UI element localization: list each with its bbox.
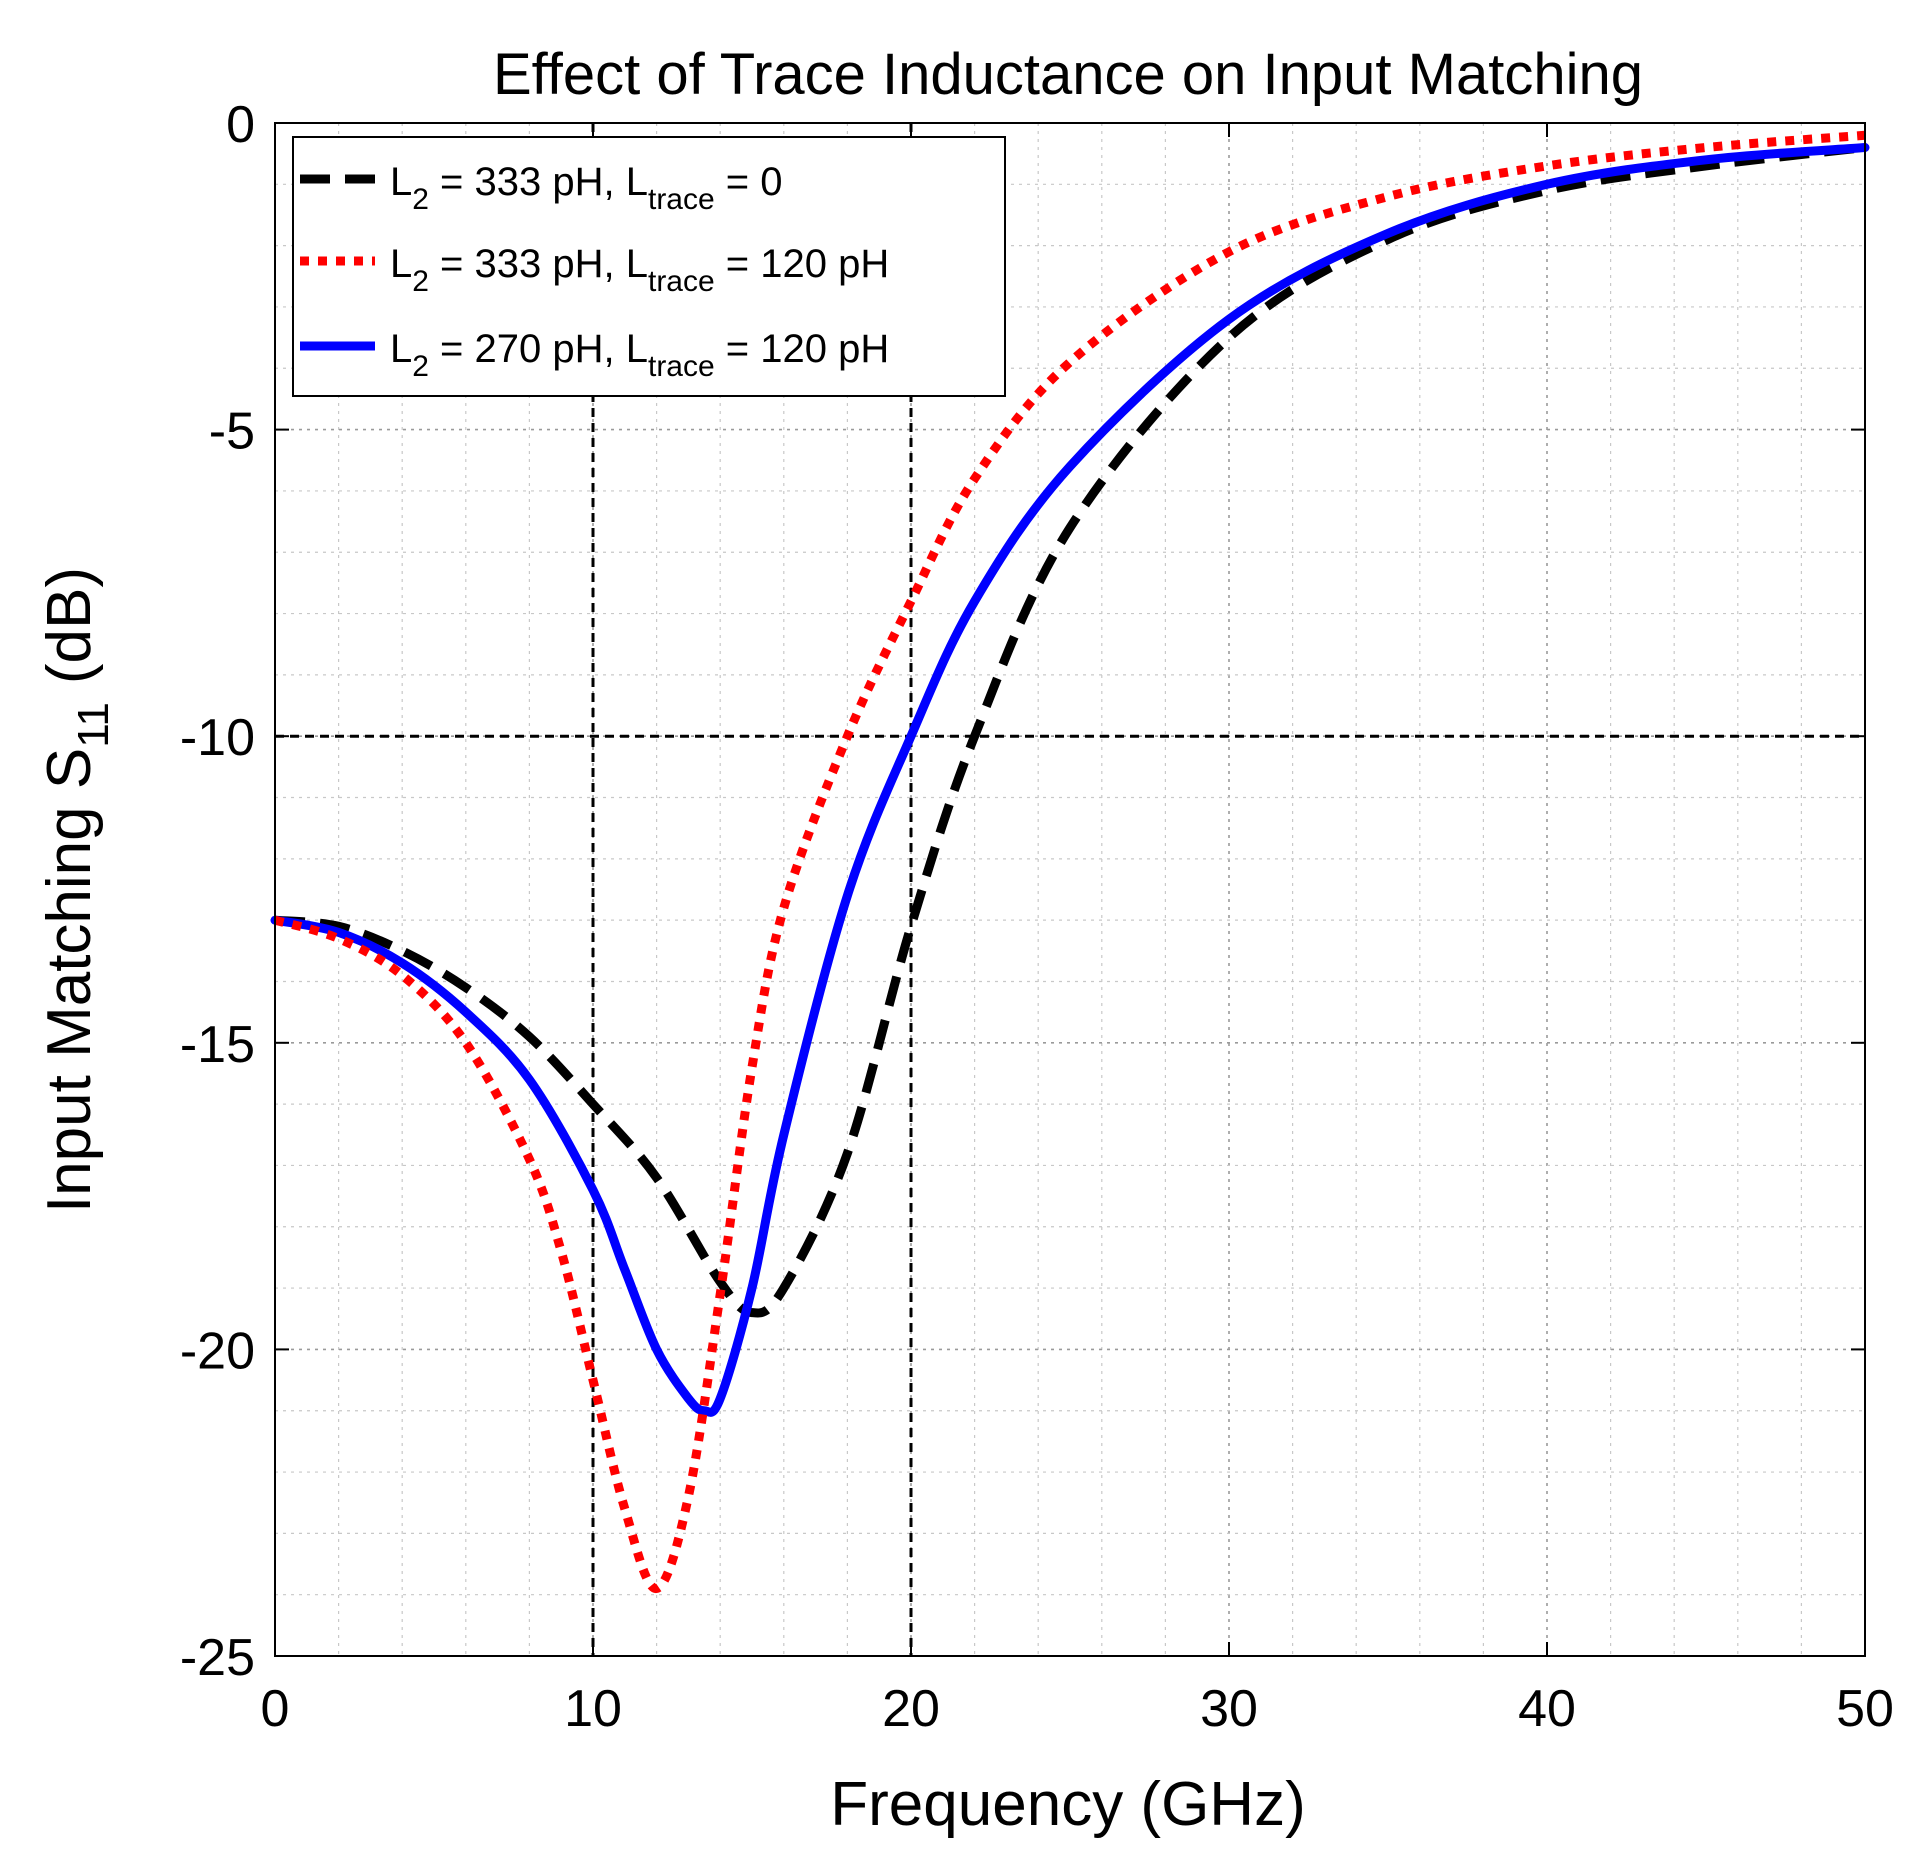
legend-box [292, 136, 1006, 397]
y-tick-label: -20 [180, 1322, 255, 1380]
y-tick-label: 0 [226, 96, 255, 154]
x-tick-labels: 0 10 20 30 40 50 [261, 1680, 1894, 1738]
x-tick-label: 50 [1836, 1680, 1894, 1738]
legend: L2 = 333 pH, Ltrace = 0 L2 = 333 pH, Ltra… [292, 136, 1006, 397]
y-axis-label: Input Matching S11 (dB) [35, 567, 118, 1213]
x-tick-label: 0 [261, 1680, 290, 1738]
axes-frame [274, 122, 1866, 1657]
y-axis-label-main: Input Matching S [35, 748, 104, 1213]
x-tick-label: 40 [1518, 1680, 1576, 1738]
x-tick-label: 30 [1200, 1680, 1258, 1738]
x-axis-label: Frequency (GHz) [830, 1770, 1305, 1839]
y-tick-label: -15 [180, 1016, 255, 1074]
legend-entry-1: L2 = 333 pH, Ltrace = 0 [390, 160, 783, 216]
y-tick-label: -5 [209, 403, 255, 461]
axis-ticks [274, 122, 1866, 1657]
legend-entry-3: L2 = 270 pH, Ltrace = 120 pH [390, 327, 889, 383]
data-series [270, 130, 1870, 1593]
y-tick-label: -10 [180, 709, 255, 767]
y-tick-labels: 0 -5 -10 -15 -20 -25 [180, 96, 255, 1687]
x-tick-label: 10 [564, 1680, 622, 1738]
legend-entry-2: L2 = 333 pH, Ltrace = 120 pH [390, 242, 889, 298]
y-axis-label-unit: (dB) [35, 567, 104, 684]
series-line-1 [274, 143, 1866, 1318]
series-line-2 [273, 130, 1866, 1593]
y-tick-label: -25 [180, 1629, 255, 1687]
series-line-3 [270, 143, 1870, 1417]
y-axis-label-sub: 11 [69, 702, 118, 748]
grid-lines [275, 123, 1865, 1656]
x-tick-label: 20 [882, 1680, 940, 1738]
chart-title: Effect of Trace Inductance on Input Matc… [493, 42, 1643, 107]
